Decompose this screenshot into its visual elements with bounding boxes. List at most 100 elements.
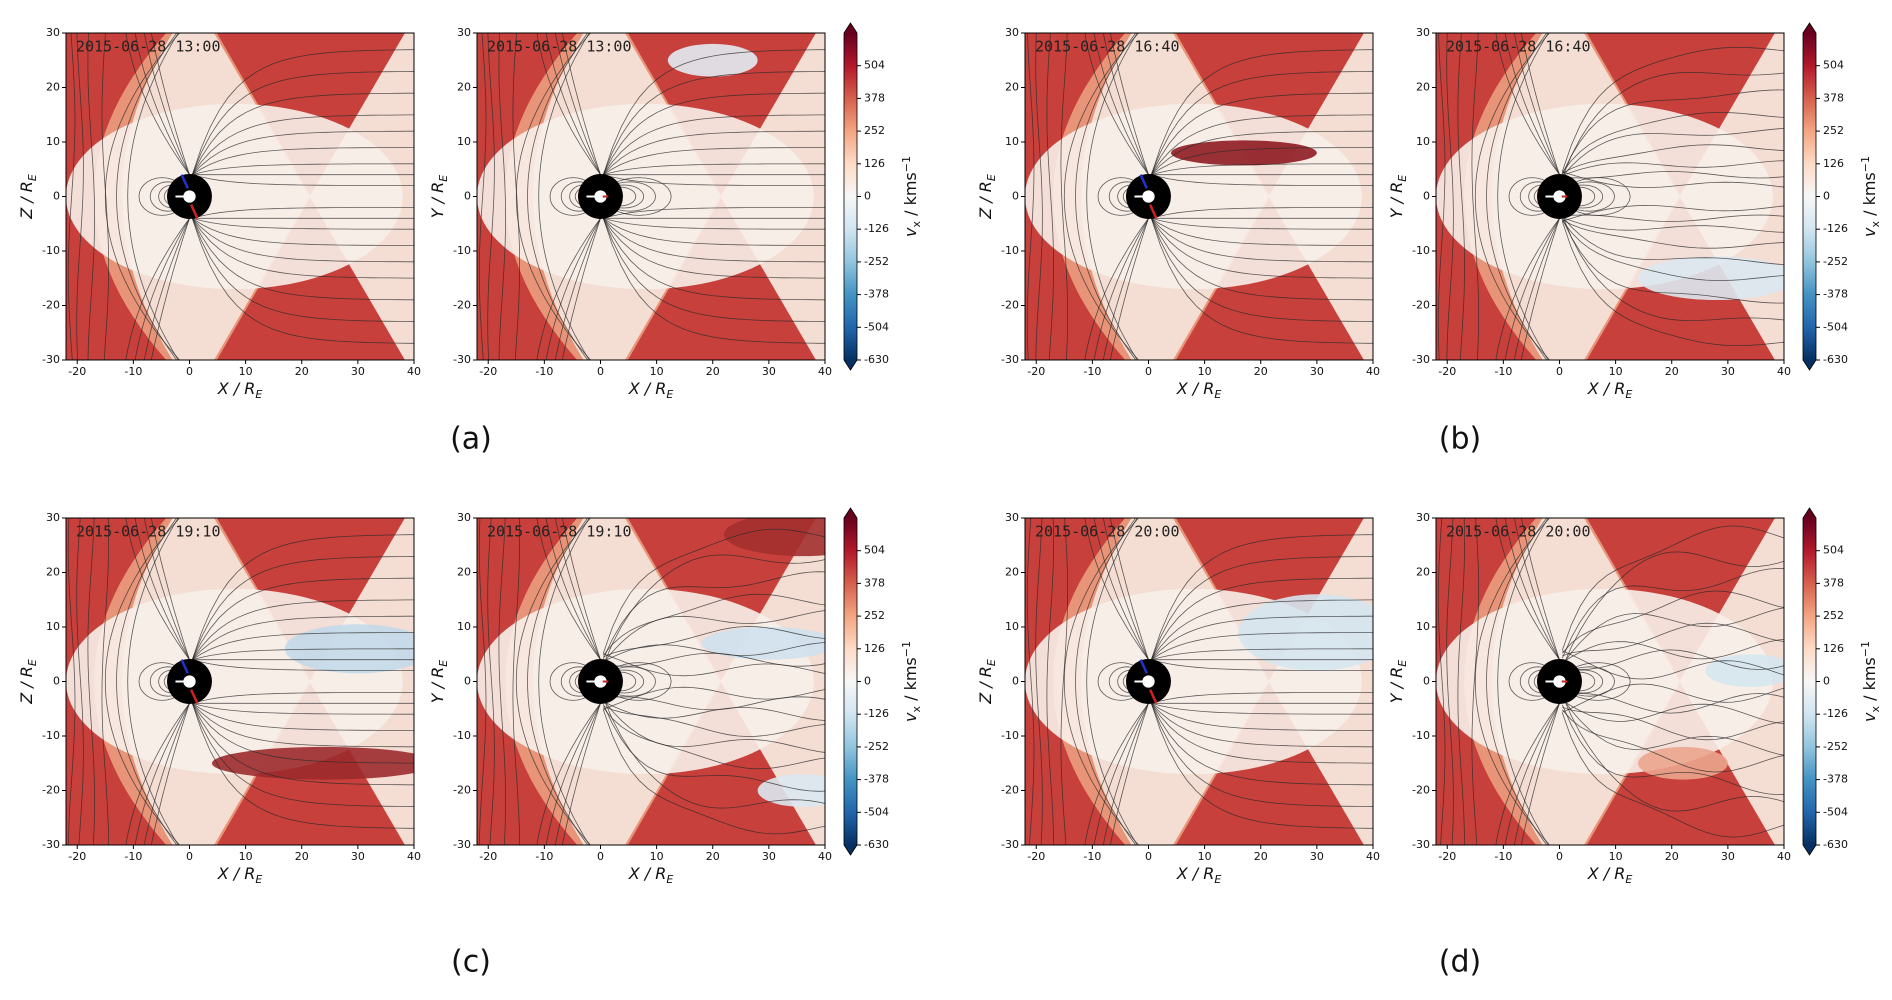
field-line	[1151, 130, 1373, 175]
y-axis-label: Y / RE	[428, 175, 450, 218]
field-line	[512, 33, 520, 360]
y-tick-label: -30	[42, 353, 60, 366]
field-line	[1046, 33, 1055, 360]
field-line	[1562, 160, 1784, 176]
colorbar-extend-bottom	[844, 845, 857, 855]
field-line	[192, 217, 414, 246]
field-line	[143, 218, 190, 360]
field-line	[101, 518, 109, 845]
field-line	[602, 528, 825, 654]
colorbar-label-v: v	[1860, 227, 1879, 237]
field-line	[561, 518, 601, 660]
field-line	[1151, 648, 1373, 661]
y-axis-label: Z / RE	[17, 174, 39, 220]
field-line	[76, 518, 84, 845]
field-line	[87, 518, 96, 845]
field-line	[1109, 218, 1149, 360]
colorbar-tick-label: 0	[864, 675, 871, 688]
x-axis-label-main: X / R	[628, 864, 667, 883]
field-line	[1562, 217, 1784, 233]
field-line	[87, 33, 96, 360]
x-tick-label: -20	[68, 850, 86, 863]
panel-caption: (d)	[1439, 945, 1481, 980]
field-line	[1150, 703, 1373, 807]
y-axis-label-sub: E	[985, 174, 998, 181]
colorbar-label-sub: x	[1869, 706, 1882, 713]
x-tick-label: 30	[1721, 365, 1735, 378]
field-line	[134, 518, 190, 660]
field-line	[1474, 33, 1550, 360]
field-line	[1446, 33, 1454, 360]
y-tick-label: 0	[1012, 675, 1019, 688]
field-line	[1486, 33, 1548, 360]
colorbar-tick-label: -252	[1823, 255, 1848, 268]
panel-timestamp: 2015-06-28 19:10	[76, 523, 221, 541]
field-line	[1561, 551, 1784, 669]
field-line	[603, 218, 825, 263]
x-tick-label: 10	[1609, 365, 1623, 378]
y-tick-label: 0	[1012, 190, 1019, 203]
y-tick-label: 10	[46, 135, 60, 148]
field-line	[1060, 33, 1068, 360]
panel-timestamp: 2015-06-28 20:00	[1446, 523, 1591, 541]
y-tick-label: 10	[1005, 135, 1019, 148]
x-tick-label: 0	[1556, 365, 1563, 378]
field-line	[1151, 147, 1373, 176]
x-axis-label-sub: E	[255, 873, 262, 886]
field-line	[191, 703, 414, 807]
x-tick-label: -10	[535, 365, 553, 378]
field-line	[536, 703, 601, 845]
y-tick-label: -10	[1412, 729, 1430, 742]
field-line	[1109, 703, 1149, 845]
field-line	[67, 33, 76, 360]
y-tick-label: -10	[42, 244, 60, 257]
y-axis-label-sub: E	[985, 659, 998, 666]
field-line	[1471, 33, 1479, 360]
field-line	[603, 174, 825, 186]
x-tick-label: 0	[186, 850, 193, 863]
field-line	[1561, 525, 1784, 651]
colorbar-label: vx / kms−1	[900, 156, 923, 237]
field-line	[536, 518, 601, 660]
x-axis-label-sub: E	[255, 388, 262, 401]
dipole-north	[1139, 659, 1148, 674]
x-tick-label: 0	[1145, 365, 1152, 378]
colorbar-label-unit: / kms	[1860, 657, 1879, 706]
field-line	[1497, 33, 1549, 360]
y-tick-label: 20	[457, 566, 471, 579]
y-tick-label: 30	[46, 511, 60, 524]
field-line	[1562, 170, 1784, 179]
x-tick-label: 10	[1198, 850, 1212, 863]
y-axis-label-main: Z / R	[17, 181, 36, 220]
field-line	[1046, 518, 1054, 845]
colorbar-tick-label: 0	[1823, 675, 1830, 688]
heatmap-panel	[1436, 33, 1784, 360]
field-line	[1561, 89, 1784, 175]
colorbar-tick-label: 378	[1823, 91, 1844, 104]
field-line	[603, 147, 825, 176]
y-tick-label: -20	[453, 784, 471, 797]
y-tick-label: -30	[1412, 838, 1430, 851]
x-tick-label: 0	[1145, 850, 1152, 863]
field-line	[1508, 662, 1558, 701]
x-tick-label: 0	[1556, 850, 1563, 863]
field-line	[527, 518, 589, 845]
field-line	[1075, 33, 1137, 360]
y-axis-label-main: Y / R	[428, 667, 447, 703]
x-axis-label-main: X / R	[1176, 864, 1215, 883]
y-tick-label: 0	[1423, 675, 1430, 688]
field-line	[515, 33, 591, 360]
field-line	[1474, 518, 1550, 845]
x-tick-label: -10	[124, 850, 142, 863]
dipole-south	[190, 689, 199, 704]
y-tick-label: 10	[1416, 620, 1430, 633]
colorbar-label-sub: x	[910, 221, 923, 228]
field-line	[602, 71, 825, 175]
field-line	[554, 33, 601, 175]
field-line	[1150, 703, 1373, 829]
x-tick-label: 30	[351, 850, 365, 863]
field-line	[1150, 49, 1373, 175]
field-line	[1562, 177, 1631, 216]
field-line	[1562, 204, 1784, 222]
field-line	[603, 217, 825, 246]
